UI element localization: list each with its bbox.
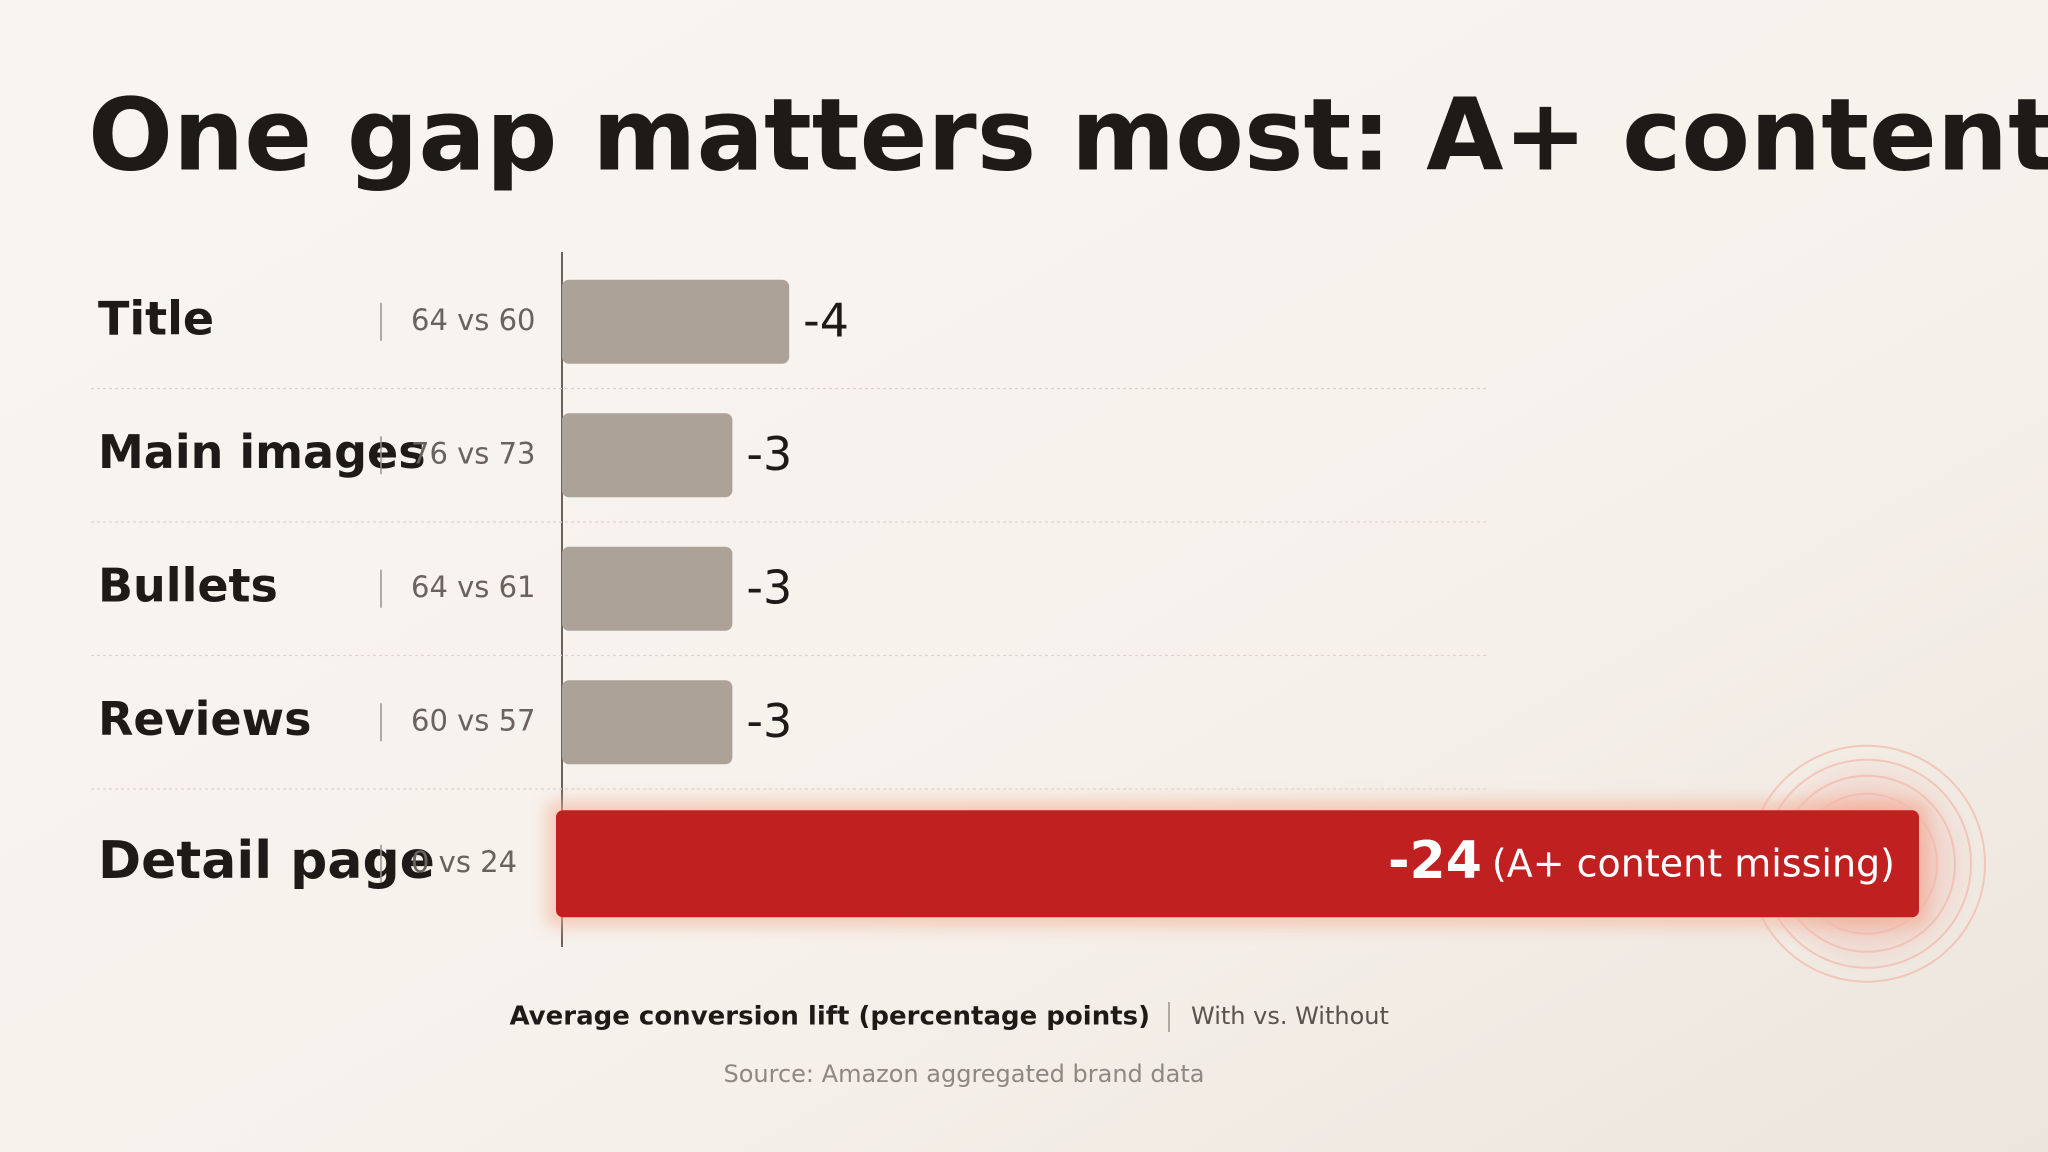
category-label: Bullets [98, 558, 278, 612]
bar-annotation: (A+ content missing) [1492, 841, 1895, 885]
bar [556, 810, 1919, 918]
category-label: Title [98, 291, 214, 345]
value-label: -4 [803, 293, 849, 347]
bar [562, 546, 733, 631]
source: Source: Amazon aggregated brand data [724, 1060, 1205, 1088]
x-axis-label: Average conversion lift (percentage poin… [509, 1002, 1150, 1032]
value-label: -24 [1388, 831, 1482, 891]
value-label: -3 [746, 694, 792, 748]
comparison-text: 76 vs 73 [411, 436, 536, 470]
category-label: Main images [98, 425, 426, 479]
comparison-text: 60 vs 57 [411, 703, 536, 737]
category-label: Reviews [98, 692, 311, 746]
comparison-text: 64 vs 61 [411, 570, 536, 604]
comparison-text: 64 vs 60 [411, 303, 536, 337]
chart-title: One gap matters most: A+ content [88, 76, 2048, 193]
comparison-label: With vs. Without [1191, 1002, 1389, 1030]
comparison-text: 0 vs 24 [411, 845, 517, 879]
value-label: -3 [746, 560, 792, 614]
bar [562, 279, 790, 364]
category-label: Detail page [98, 831, 435, 891]
bar [562, 413, 733, 498]
value-label: -3 [746, 427, 792, 481]
bar [562, 680, 733, 765]
